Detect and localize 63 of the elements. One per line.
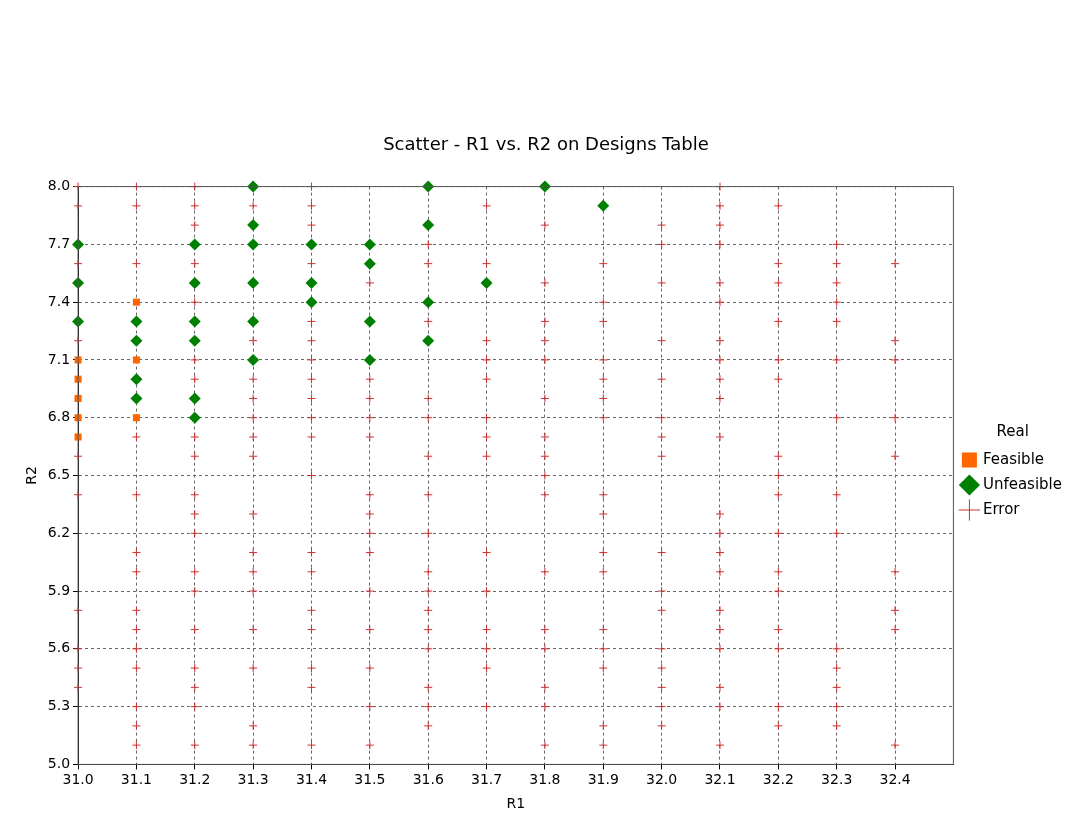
- y-tick-label: 7.7: [47, 235, 71, 252]
- x-axis-title: R1: [506, 795, 526, 812]
- point: [305, 238, 318, 251]
- point: [188, 238, 201, 251]
- point: [305, 296, 318, 309]
- point: [422, 296, 435, 309]
- point: [422, 219, 435, 232]
- point: [188, 392, 201, 405]
- legend-label: Unfeasible: [982, 474, 1063, 493]
- x-tick-label: 31.0: [62, 771, 94, 788]
- y-tick-label: 6.5: [47, 466, 71, 483]
- y-tick-label: 5.0: [47, 755, 71, 772]
- x-tick-label: 31.1: [120, 771, 153, 788]
- x-tick-label: 32.4: [879, 771, 911, 788]
- y-tick-label: 5.6: [47, 639, 71, 656]
- point: [363, 353, 376, 366]
- point: [247, 353, 260, 366]
- chart-title: Scatter - R1 vs. R2 on Designs Table: [383, 133, 709, 155]
- y-tick-label: 7.1: [47, 350, 71, 367]
- point: [188, 276, 201, 289]
- point: [130, 334, 143, 347]
- x-tick-label: 31.5: [354, 771, 386, 788]
- point: [363, 238, 376, 251]
- legend-label: Error: [982, 499, 1021, 518]
- y-tick-label: 5.9: [47, 581, 71, 598]
- point: [422, 334, 435, 347]
- y-tick-label: 6.8: [47, 408, 71, 425]
- x-tick-label: 31.9: [587, 771, 619, 788]
- y-tick-label: 7.4: [47, 292, 71, 309]
- point: [247, 276, 260, 289]
- point: [188, 411, 201, 424]
- x-tick-label: 31.8: [529, 771, 561, 788]
- x-tick-label: 31.2: [179, 771, 211, 788]
- point: [480, 276, 493, 289]
- point: [130, 373, 143, 386]
- point: [363, 315, 376, 328]
- point: [305, 276, 318, 289]
- x-tick-label: 32.1: [704, 771, 736, 788]
- x-tick-label: 32.0: [646, 771, 678, 788]
- point: [130, 315, 143, 328]
- y-tick-label: 5.3: [47, 697, 71, 714]
- legend-title: Real: [996, 421, 1029, 440]
- point: [132, 414, 140, 422]
- y-tick-label: 8.0: [47, 177, 71, 194]
- point: [188, 334, 201, 347]
- point: [247, 315, 260, 328]
- x-tick-label: 32.2: [762, 771, 794, 788]
- legend-label: Feasible: [982, 449, 1045, 468]
- point: [247, 219, 260, 232]
- point: [188, 315, 201, 328]
- y-axis-title: R2: [23, 466, 40, 485]
- point: [597, 199, 610, 212]
- x-tick-label: 31.3: [237, 771, 269, 788]
- x-tick-label: 32.3: [821, 771, 853, 788]
- point: [132, 298, 140, 306]
- point: [363, 257, 376, 270]
- point: [132, 356, 140, 364]
- x-tick-label: 31.7: [470, 771, 503, 788]
- x-tick-label: 31.4: [295, 771, 328, 788]
- y-tick-label: 6.2: [47, 523, 71, 540]
- x-tick-label: 31.6: [412, 771, 444, 788]
- point: [130, 392, 143, 405]
- point: [247, 238, 260, 251]
